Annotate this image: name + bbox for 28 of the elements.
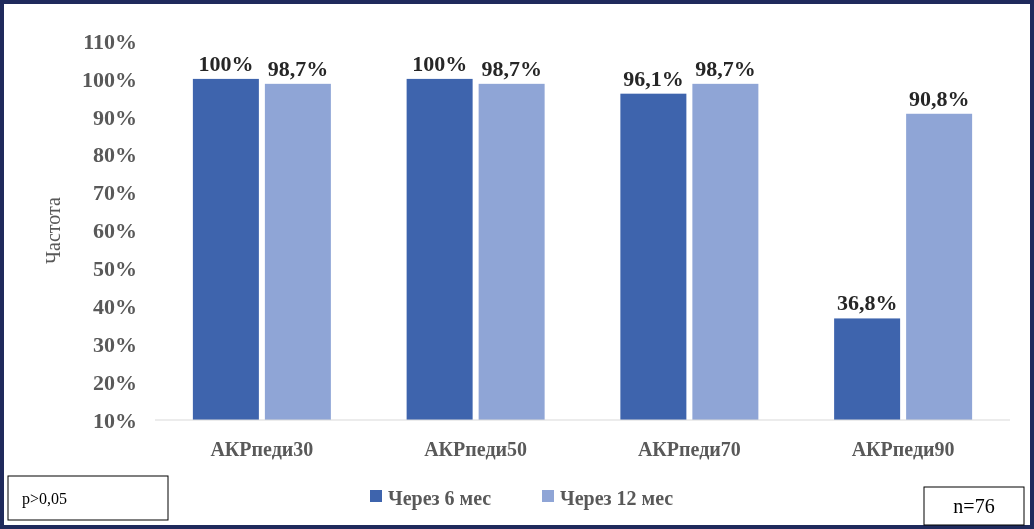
y-tick-label: 50% [93,256,137,282]
data-label: 98,7% [481,55,542,81]
x-tick-label: АКРпеди50 [424,438,528,460]
y-tick-label: 100% [82,66,137,92]
data-label: 96,1% [623,65,684,91]
y-tick-label: 110% [83,28,137,54]
y-tick-label: 80% [93,142,137,168]
data-label: 100% [198,50,254,76]
y-tick-label: 30% [93,331,137,357]
data-label: 90,8% [908,85,970,111]
x-tick-label: АКРпеди70 [637,438,741,460]
legend-label: Через 12 мес [560,487,674,510]
y-tick-label: 90% [93,104,137,130]
data-label: 36,8% [836,290,898,316]
text: n=76 [953,495,995,517]
y-tick-label: 70% [93,180,137,206]
y-tick-label: 20% [93,369,137,395]
x-tick-label: АКРпеди90 [851,438,955,460]
y-tick-label: 60% [93,218,137,244]
data-label: 100% [412,50,468,76]
data-label: 98,7% [267,55,329,81]
text: p>0,05 [22,489,68,508]
y-tick-label: 10% [93,407,137,433]
y-axis-title: Частота [42,196,64,264]
data-label: 98,7% [695,55,756,81]
legend-label: Через 6 мес [388,487,492,510]
x-tick-label: АКРпеди30 [210,438,314,460]
y-tick-label: 40% [93,294,137,319]
